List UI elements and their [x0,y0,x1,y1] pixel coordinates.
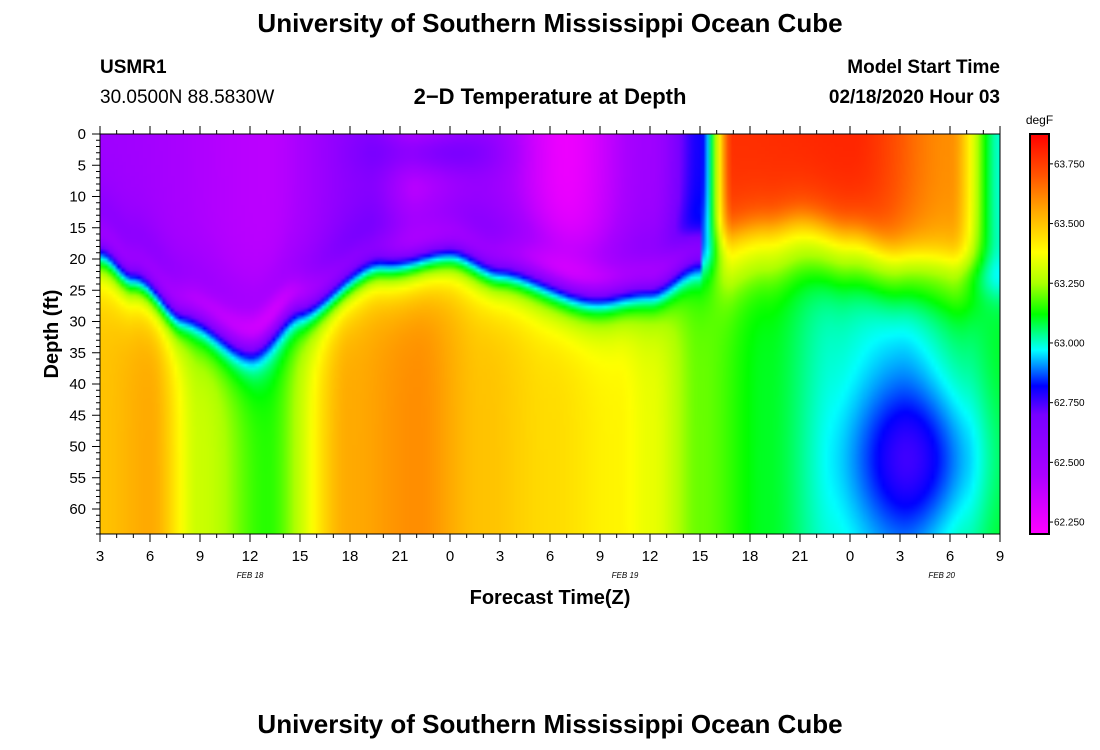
model-start-label: Model Start Time [847,57,1000,78]
x-tick-label: 15 [292,548,309,565]
model-start-value: 02/18/2020 Hour 03 [828,87,1000,108]
date-label: FEB 18 [237,571,264,580]
y-tick-label: 55 [69,470,86,487]
x-tick-label: 3 [896,548,904,565]
x-tick-label: 18 [742,548,759,565]
y-tick-label: 10 [69,189,86,206]
x-tick-label: 6 [146,548,154,565]
x-tick-label: 6 [946,548,954,565]
colorbar-tick-label: 63.250 [1054,279,1085,290]
page-title-bottom: University of Southern Mississippi Ocean… [257,709,843,739]
y-tick-label: 30 [69,314,86,331]
x-tick-label: 0 [446,548,454,565]
colorbar-tick-label: 63.500 [1054,219,1085,230]
heatmap-image [100,134,1000,534]
y-tick-label: 45 [69,407,86,424]
colorbar-tick-label: 63.000 [1054,338,1085,349]
x-tick-label: 12 [642,548,659,565]
y-tick-label: 20 [69,251,86,268]
x-tick-label: 12 [242,548,259,565]
colorbar-tick-label: 62.250 [1054,518,1085,529]
x-tick-label: 9 [196,548,204,565]
colorbar-tick-label: 63.750 [1054,159,1085,170]
y-tick-label: 35 [69,345,86,362]
chart-title: 2−D Temperature at Depth [413,84,687,109]
colorbar-unit: degF [1026,113,1053,127]
colorbar-tick-label: 62.750 [1054,398,1085,409]
y-axis-label: Depth (ft) [41,290,63,379]
y-axis: 0 5 10 15 20 25 30 35 40 45 50 55 60 [69,126,100,535]
plot-frame [99,133,1001,535]
colorbar-tick-label: 62.500 [1054,458,1085,469]
x-axis: 3 6 9 12 15 18 21 0 3 6 9 12 15 18 21 0 3 6 9 FEB 18 FEB 19 F… [96,126,1004,580]
y-tick-label: 5 [78,157,86,174]
x-tick-label: 21 [792,548,809,565]
x-tick-label: 3 [96,548,104,565]
y-tick-label: 40 [69,376,86,393]
colorbar-ticks: 63.750 63.500 63.250 63.000 62.750 62.500 62.2… [1049,159,1085,529]
y-tick-label: 15 [69,220,86,237]
x-tick-label: 6 [546,548,554,565]
y-tick-label: 0 [78,126,86,143]
x-tick-label: 0 [846,548,854,565]
page-title-top: University of Southern Mississippi Ocean… [257,8,843,38]
x-tick-label: 21 [392,548,409,565]
colorbar-scale [1029,133,1050,535]
y-tick-label: 25 [69,282,86,299]
x-tick-label: 9 [596,548,604,565]
colorbar: degF 63.750 63.500 63.250 63.000 62.750 62.50… [1026,113,1085,535]
y-tick-label: 60 [69,501,86,518]
station-coords: 30.0500N 88.5830W [100,87,275,108]
date-label: FEB 20 [928,571,955,580]
station-id: USMR1 [100,57,167,78]
x-tick-label: 9 [996,548,1004,565]
x-tick-label: 18 [342,548,359,565]
x-tick-label: 3 [496,548,504,565]
x-axis-label: Forecast Time(Z) [470,587,631,609]
date-label: FEB 19 [612,571,639,580]
x-tick-label: 15 [692,548,709,565]
y-tick-label: 50 [69,439,86,456]
